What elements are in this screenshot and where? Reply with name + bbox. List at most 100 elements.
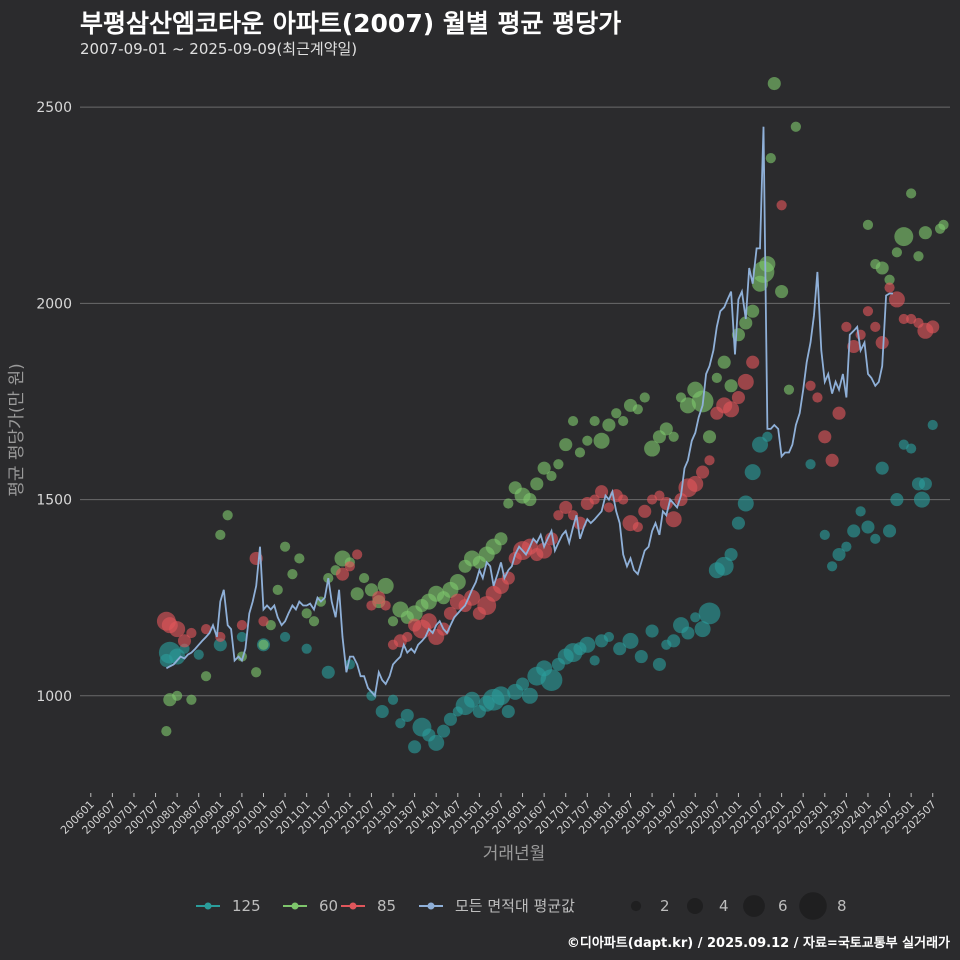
point-60-83 <box>775 285 789 299</box>
point-85-9 <box>258 616 269 627</box>
legend-size-label-2: 2 <box>660 897 670 915</box>
point-60-16 <box>308 616 320 627</box>
point-60-6 <box>222 510 233 521</box>
legend: 125 60 85 모든 면적대 평균값 2 4 6 8 <box>196 892 847 920</box>
point-125-59 <box>724 547 738 562</box>
point-60-96 <box>938 219 949 230</box>
point-125-53 <box>681 626 695 640</box>
point-85-77 <box>870 321 881 332</box>
y-tick-labels: 1000 1500 2000 2500 <box>36 100 72 705</box>
point-60-15 <box>301 608 312 619</box>
point-60-92 <box>906 188 917 199</box>
point-60-53 <box>574 447 586 458</box>
point-125-54 <box>690 612 701 623</box>
x-axis-label: 거래년월 <box>483 844 546 864</box>
point-125-64 <box>762 431 773 442</box>
point-60-74 <box>724 379 738 393</box>
point-125-14 <box>387 694 399 705</box>
point-125-29 <box>491 686 511 706</box>
point-60-47 <box>530 477 544 491</box>
point-60-76 <box>739 316 753 330</box>
point-85-48 <box>618 494 629 505</box>
point-125-42 <box>589 655 600 666</box>
point-60-54 <box>582 435 593 446</box>
point-85-81 <box>898 313 909 325</box>
point-60-82 <box>767 76 781 91</box>
point-60-22 <box>350 587 364 601</box>
point-125-49 <box>652 657 666 671</box>
point-60-5 <box>215 529 226 540</box>
point-85-68 <box>805 380 816 391</box>
point-125-32 <box>516 677 530 691</box>
point-60-48 <box>537 461 551 475</box>
point-60-86 <box>862 219 874 230</box>
point-60-61 <box>632 404 643 415</box>
point-85-37 <box>536 542 553 559</box>
scatter-points <box>156 76 949 754</box>
point-85-80 <box>888 291 905 308</box>
legend-label-60: 60 <box>319 897 338 915</box>
point-125-44 <box>603 631 615 643</box>
average-line <box>165 126 893 698</box>
point-85-55 <box>665 511 682 528</box>
legend-size-label-8: 8 <box>837 897 847 915</box>
point-60-52 <box>567 415 579 427</box>
point-60-73 <box>717 355 731 369</box>
legend-size-circle-4 <box>687 898 703 914</box>
point-85-54 <box>659 496 673 511</box>
point-85-72 <box>832 406 846 420</box>
point-125-69 <box>841 541 852 552</box>
point-125-45 <box>613 642 627 656</box>
chart-title: 부평삼산엠코타운 아파트(2007) 월별 평균 평당가 <box>80 9 622 38</box>
point-125-16 <box>400 708 414 722</box>
point-60-42 <box>494 532 508 546</box>
point-85-5 <box>200 623 212 635</box>
legend-label-125: 125 <box>232 897 261 915</box>
point-85-50 <box>632 521 643 533</box>
chart-subtitle: 2007-09-01 ~ 2025-09-09(최근계약일) <box>80 40 358 58</box>
point-125-71 <box>855 506 866 517</box>
point-85-44 <box>589 494 600 505</box>
point-125-15 <box>395 718 406 729</box>
point-60-81 <box>765 153 776 164</box>
point-85-15 <box>380 600 391 611</box>
point-85-46 <box>603 502 615 513</box>
point-125-41 <box>579 636 596 653</box>
point-125-62 <box>744 464 761 481</box>
point-125-73 <box>870 533 881 544</box>
point-85-67 <box>776 200 787 211</box>
point-125-36 <box>540 669 563 692</box>
point-85-10 <box>335 567 350 581</box>
point-125-68 <box>832 547 846 562</box>
y-axis-label: 평균 평당가(만 원) <box>7 363 27 497</box>
point-60-43 <box>503 498 514 509</box>
point-85-58 <box>687 475 704 492</box>
legend-dot-125 <box>204 902 212 910</box>
point-60-63 <box>644 440 661 457</box>
point-60-93 <box>913 251 924 262</box>
point-60-36 <box>449 573 466 590</box>
point-60-62 <box>639 392 650 403</box>
point-85-59 <box>696 465 710 479</box>
point-125-70 <box>847 524 861 538</box>
point-125-65 <box>805 459 816 470</box>
point-60-66 <box>668 431 679 442</box>
credit-line: ©디아파트(dapt.kr) / 2025.09.12 / 자료=국토교통부 실… <box>566 936 950 951</box>
legend-label-85: 85 <box>377 897 396 915</box>
point-125-60 <box>731 516 745 530</box>
legend-dot-60 <box>291 902 299 910</box>
point-85-53 <box>654 490 665 501</box>
point-125-56 <box>698 602 721 625</box>
point-60-46 <box>523 493 537 507</box>
point-85-39 <box>553 510 564 521</box>
point-85-40 <box>559 500 573 514</box>
point-85-66 <box>746 355 760 369</box>
point-125-48 <box>645 624 659 638</box>
point-125-67 <box>827 561 838 572</box>
point-85-2 <box>169 621 186 638</box>
point-60-80 <box>759 256 776 273</box>
point-60-90 <box>891 247 902 258</box>
legend-size-circle-8 <box>799 892 827 920</box>
point-125-33 <box>521 687 538 704</box>
legend-size-label-4: 4 <box>719 897 729 915</box>
